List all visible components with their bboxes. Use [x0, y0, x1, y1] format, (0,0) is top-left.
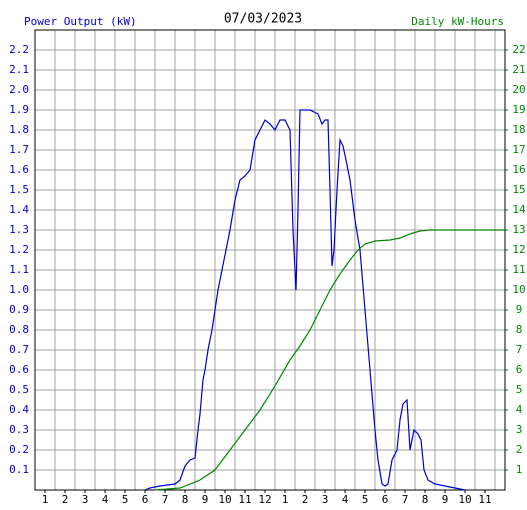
- x-tick-label: 4: [342, 493, 349, 506]
- x-tick-label: 4: [102, 493, 109, 506]
- x-tick-label: 6: [142, 493, 149, 506]
- y2-tick-label: 10: [512, 283, 525, 296]
- y-tick-label: 1.0: [9, 283, 29, 296]
- y2-axis-label: Daily kW-Hours: [411, 15, 504, 28]
- y-tick-label: 1.2: [9, 243, 29, 256]
- y2-tick-label: 11: [512, 263, 525, 276]
- y-tick-label: 0.3: [9, 423, 29, 436]
- y2-tick-label: 1: [516, 463, 523, 476]
- y-tick-label: 1.9: [9, 103, 29, 116]
- x-tick-label: 11: [478, 493, 491, 506]
- y2-tick-label: 22: [512, 43, 525, 56]
- x-tick-label: 3: [322, 493, 329, 506]
- x-tick-label: 1: [282, 493, 289, 506]
- x-tick-label: 10: [458, 493, 471, 506]
- y-tick-label: 1.7: [9, 143, 29, 156]
- x-tick-label: 5: [122, 493, 129, 506]
- y2-tick-label: 14: [512, 203, 526, 216]
- y2-tick-label: 4: [516, 403, 523, 416]
- y-tick-label: 0.7: [9, 343, 29, 356]
- y2-tick-label: 18: [512, 123, 525, 136]
- y-tick-label: 2.2: [9, 43, 29, 56]
- x-tick-label: 2: [302, 493, 309, 506]
- y-tick-label: 1.6: [9, 163, 29, 176]
- series-line: [154, 229, 505, 491]
- y2-tick-label: 8: [516, 323, 523, 336]
- y-tick-label: 1.3: [9, 223, 29, 236]
- y2-tick-label: 12: [512, 243, 525, 256]
- y-tick-label: 0.5: [9, 383, 29, 396]
- x-tick-label: 10: [218, 493, 231, 506]
- x-tick-label: 12: [258, 493, 271, 506]
- y-tick-label: 0.4: [9, 403, 29, 416]
- y-tick-label: 2.0: [9, 83, 29, 96]
- y2-tick-label: 6: [516, 363, 523, 376]
- y-tick-label: 1.5: [9, 183, 29, 196]
- y2-tick-label: 7: [516, 343, 523, 356]
- y2-tick-label: 19: [512, 103, 525, 116]
- x-tick-label: 3: [82, 493, 89, 506]
- x-tick-label: 8: [182, 493, 189, 506]
- y-tick-label: 0.2: [9, 443, 29, 456]
- y2-tick-label: 20: [512, 83, 525, 96]
- plot-area: [35, 30, 505, 490]
- y2-tick-label: 9: [516, 303, 523, 316]
- y-tick-label: 1.8: [9, 123, 29, 136]
- y2-tick-label: 5: [516, 383, 523, 396]
- x-tick-label: 1: [42, 493, 49, 506]
- y-tick-label: 1.1: [9, 263, 29, 276]
- series-line: [144, 109, 466, 491]
- y-tick-label: 0.9: [9, 303, 29, 316]
- x-tick-label: 6: [382, 493, 389, 506]
- y2-tick-label: 3: [516, 423, 523, 436]
- x-tick-label: 8: [422, 493, 429, 506]
- y2-tick-label: 13: [512, 223, 525, 236]
- y2-tick-label: 2: [516, 443, 523, 456]
- x-tick-label: 5: [362, 493, 369, 506]
- x-tick-label: 9: [202, 493, 209, 506]
- x-tick-label: 11: [238, 493, 251, 506]
- y2-tick-label: 16: [512, 163, 525, 176]
- y2-tick-label: 21: [512, 63, 525, 76]
- y2-tick-label: 15: [512, 183, 525, 196]
- x-tick-label: 2: [62, 493, 69, 506]
- x-tick-label: 7: [162, 493, 169, 506]
- y-tick-label: 0.1: [9, 463, 29, 476]
- y-tick-label: 1.4: [9, 203, 29, 216]
- x-tick-label: 9: [442, 493, 449, 506]
- plot-border: [34, 29, 506, 491]
- y-tick-label: 0.6: [9, 363, 29, 376]
- y-axis-label: Power Output (kW): [24, 15, 137, 28]
- chart-title: 07/03/2023: [224, 12, 302, 27]
- y-tick-label: 2.1: [9, 63, 29, 76]
- x-tick-label: 7: [402, 493, 409, 506]
- y-tick-label: 0.8: [9, 323, 29, 336]
- y2-tick-label: 17: [512, 143, 525, 156]
